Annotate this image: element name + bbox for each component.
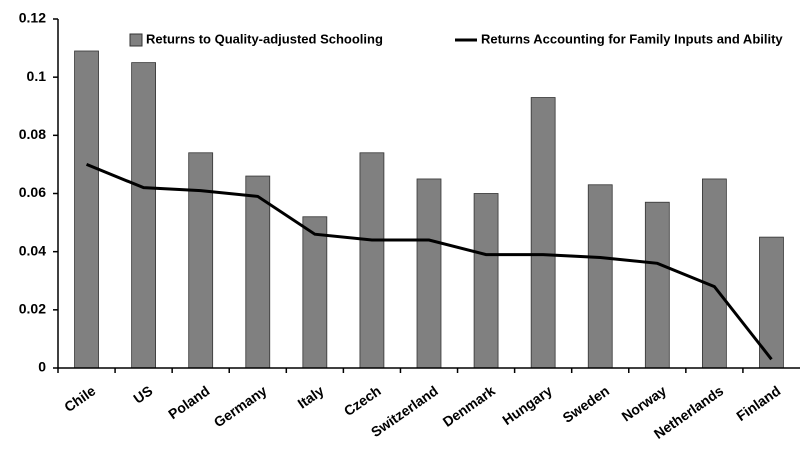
bar: [416, 178, 442, 369]
bar: [530, 97, 556, 369]
y-tick-label: 0.04: [19, 242, 46, 258]
x-tick-label: Denmark: [440, 382, 498, 430]
line: [85, 163, 773, 361]
bar: [473, 193, 499, 369]
bar: [644, 201, 670, 369]
bar: [701, 178, 727, 369]
x-tick-label: Poland: [165, 382, 212, 422]
legend-item: Returns Accounting for Family Inputs and…: [455, 31, 783, 46]
y-tick-label: 0.02: [19, 301, 46, 317]
y-tick-label: 0.12: [19, 10, 46, 26]
bar: [188, 152, 214, 369]
x-tick-label: Sweden: [560, 382, 613, 425]
y-tick-label: 0: [38, 359, 46, 375]
x-tick-label: Chile: [61, 382, 98, 415]
x-tick-label: Czech: [341, 382, 384, 419]
y-tick-label: 0.06: [19, 184, 46, 200]
bar: [359, 152, 385, 369]
x-tick-label: US: [130, 382, 155, 406]
y-tick-label: 0.08: [19, 126, 46, 142]
bar: [131, 62, 157, 369]
x-tick-label: Germany: [211, 382, 270, 430]
x-tick-label: Italy: [295, 382, 327, 411]
bar: [302, 216, 328, 369]
x-tick-label: Norway: [619, 382, 670, 424]
bar: [74, 50, 99, 369]
legend-item: Returns to Quality-adjusted Schooling: [129, 31, 383, 47]
legend-swatch: [129, 33, 143, 47]
legend-label: Returns to Quality-adjusted Schooling: [146, 31, 383, 46]
bar: [587, 184, 613, 369]
x-tick-label: Finland: [733, 382, 783, 424]
bar: [245, 175, 271, 369]
y-tick-label: 0.1: [27, 68, 47, 84]
x-tick-label: Hungary: [499, 382, 555, 428]
legend-label: Returns Accounting for Family Inputs and…: [481, 31, 783, 46]
